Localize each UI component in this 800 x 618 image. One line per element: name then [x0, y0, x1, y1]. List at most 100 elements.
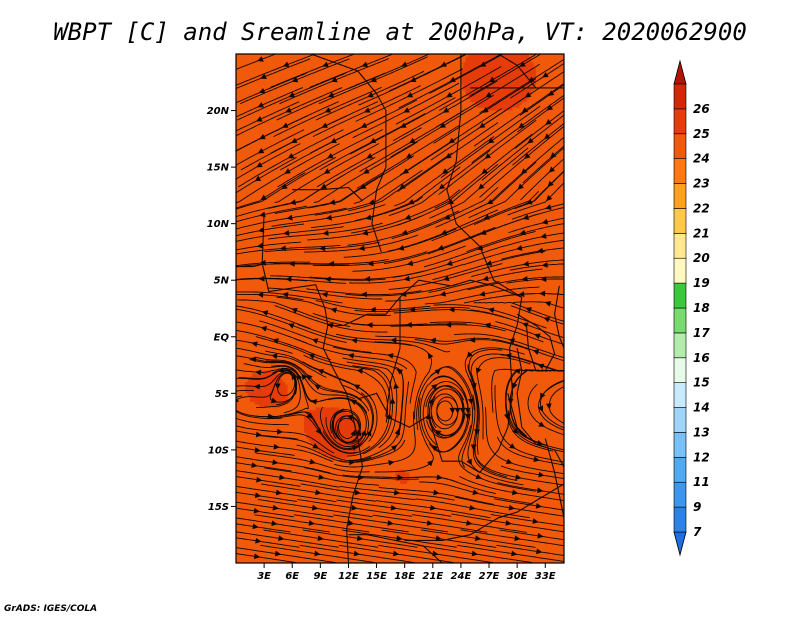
- field-cell: [268, 76, 272, 81]
- field-cell: [376, 133, 380, 137]
- field-cell: [526, 96, 530, 100]
- field-cell: [282, 138, 286, 143]
- field-cell: [428, 127, 432, 131]
- field-cell: [463, 116, 467, 120]
- field-cell: [418, 62, 422, 66]
- field-cell: [559, 62, 563, 66]
- field-cell: [348, 68, 352, 72]
- field-cell: [456, 119, 460, 123]
- field-cell: [402, 59, 406, 64]
- field-cell: [390, 85, 394, 89]
- field-cell: [496, 107, 499, 112]
- field-cell: [512, 62, 516, 66]
- field-cell: [505, 104, 509, 109]
- field-cell: [247, 99, 251, 103]
- field-cell: [489, 102, 492, 106]
- field-cell: [554, 90, 558, 95]
- field-cell: [381, 110, 385, 114]
- field-cell: [388, 116, 392, 120]
- field-cell: [449, 87, 453, 92]
- field-cell: [517, 133, 521, 137]
- field-cell: [357, 130, 361, 134]
- field-cell: [442, 119, 446, 123]
- field-cell: [409, 85, 413, 89]
- field-cell: [278, 96, 282, 100]
- field-cell: [432, 130, 436, 134]
- field-cell: [264, 136, 268, 140]
- field-cell: [329, 104, 333, 109]
- field-cell: [542, 99, 546, 103]
- field-cell: [439, 87, 443, 92]
- field-cell: [397, 102, 401, 106]
- field-cell: [364, 130, 368, 134]
- field-cell: [510, 130, 514, 134]
- field-cell: [350, 56, 354, 61]
- field-cell: [301, 93, 305, 98]
- field-cell: [474, 133, 478, 137]
- field-cell: [364, 65, 368, 69]
- field-cell: [437, 133, 441, 137]
- field-cell: [310, 70, 314, 75]
- field-cell: [313, 124, 317, 129]
- field-cell: [507, 87, 511, 92]
- field-cell: [409, 119, 413, 123]
- field-cell: [453, 130, 457, 134]
- field-cell: [238, 70, 242, 75]
- field-cell: [395, 68, 399, 72]
- field-cell: [315, 73, 319, 78]
- field-cell: [357, 127, 361, 131]
- field-cell: [371, 73, 375, 78]
- field-cell: [491, 70, 495, 75]
- field-cell: [350, 107, 354, 112]
- field-cell: [254, 87, 258, 92]
- field-cell: [479, 130, 483, 134]
- field-cell: [531, 107, 535, 112]
- field-cell: [285, 121, 289, 126]
- field-cell: [524, 79, 528, 83]
- field-cell: [332, 121, 335, 126]
- field-cell: [329, 136, 333, 140]
- field-cell: [395, 138, 399, 143]
- field-cell: [313, 104, 317, 109]
- field-cell: [519, 54, 523, 58]
- field-cell: [503, 54, 507, 58]
- field-cell: [442, 130, 446, 134]
- field-cell: [500, 119, 504, 123]
- field-cell: [243, 136, 246, 140]
- field-cell: [325, 138, 328, 143]
- field-cell: [315, 138, 319, 143]
- field-cell: [479, 136, 483, 140]
- field-cell: [460, 130, 464, 134]
- field-cell: [280, 90, 284, 95]
- field-cell: [364, 56, 368, 61]
- field-cell: [479, 93, 483, 98]
- field-cell: [482, 136, 485, 140]
- field-cell: [296, 102, 300, 106]
- field-cell: [547, 113, 551, 117]
- field-cell: [442, 82, 446, 86]
- field-cell: [512, 133, 516, 137]
- field-cell: [437, 68, 441, 72]
- field-cell: [320, 79, 324, 83]
- field-cell: [432, 110, 436, 114]
- field-cell: [460, 102, 464, 106]
- field-cell: [395, 107, 399, 112]
- field-cell: [514, 96, 518, 100]
- field-cell: [271, 93, 275, 98]
- field-cell: [327, 56, 331, 61]
- field-cell: [552, 104, 556, 109]
- field-cell: [482, 133, 485, 137]
- field-cell: [296, 59, 300, 64]
- field-cell: [339, 54, 343, 58]
- field-cell: [303, 124, 307, 129]
- field-cell: [327, 82, 331, 86]
- field-cell: [376, 65, 380, 69]
- field-cell: [306, 59, 310, 64]
- field-cell: [482, 121, 485, 126]
- field-cell: [437, 121, 441, 126]
- field-cell: [505, 138, 509, 143]
- field-cell: [266, 56, 270, 61]
- field-cell: [310, 59, 314, 64]
- field-cell: [491, 133, 495, 137]
- field-cell: [477, 79, 481, 83]
